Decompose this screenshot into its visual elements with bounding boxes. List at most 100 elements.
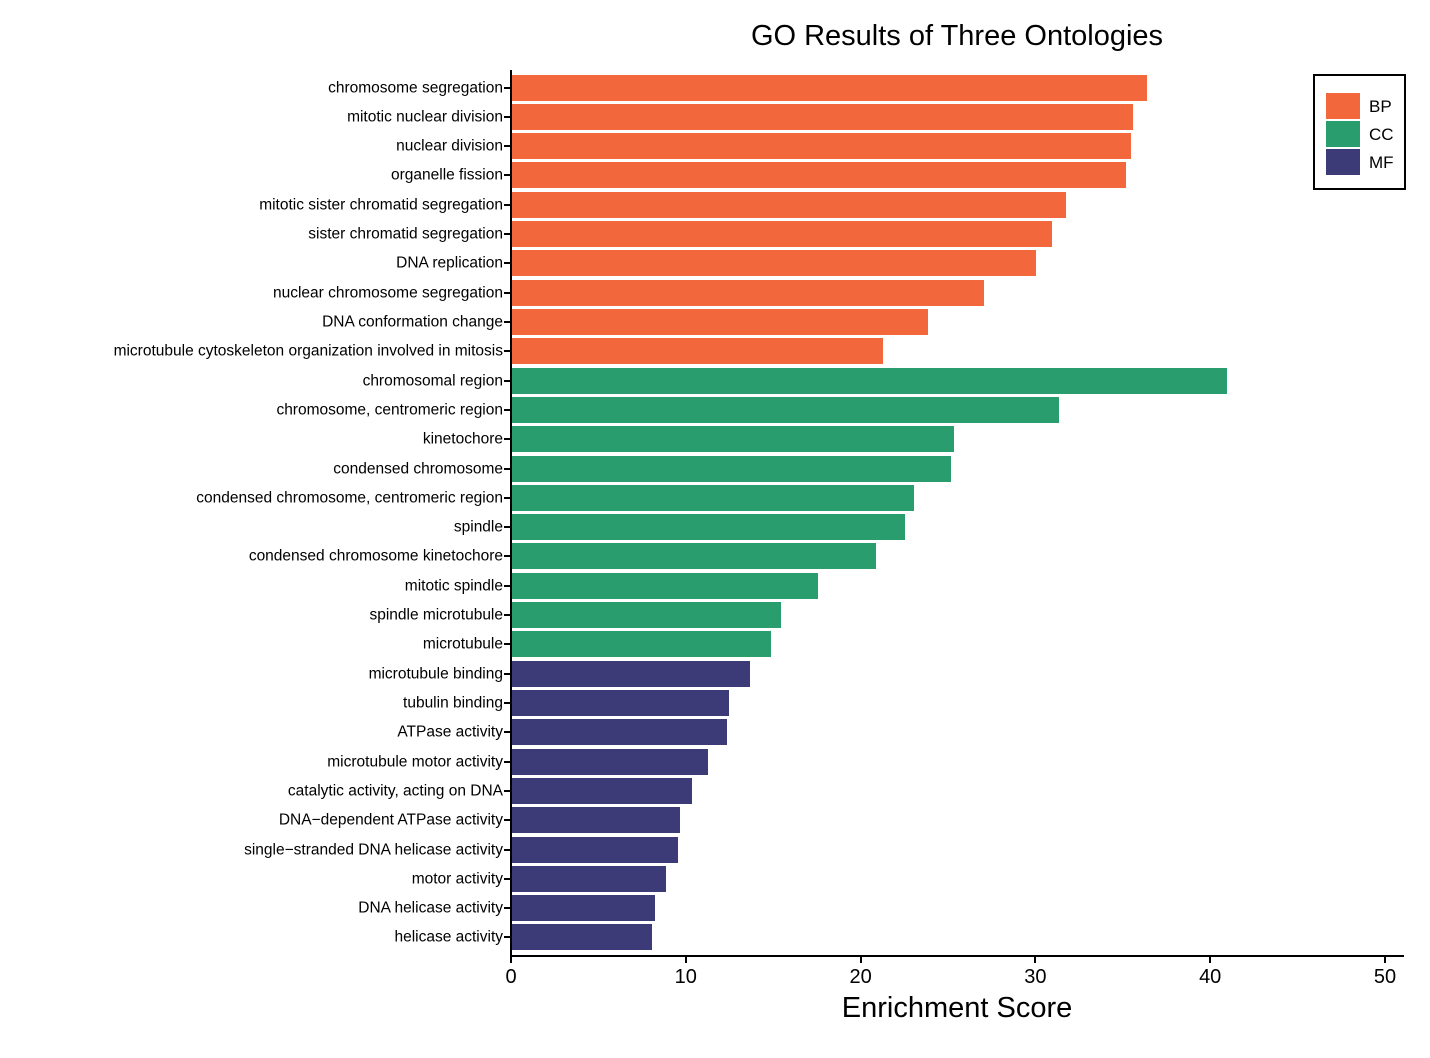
bar-cc-12 xyxy=(512,426,955,453)
plot-panel xyxy=(510,70,1404,957)
y-axis-tick xyxy=(504,145,510,148)
x-axis-tick xyxy=(1034,957,1037,963)
bar-mf-21 xyxy=(512,689,729,716)
y-axis-label: organelle fission xyxy=(390,166,503,184)
x-axis-tick xyxy=(859,957,862,963)
y-axis-label: mitotic sister chromatid segregation xyxy=(259,196,503,214)
legend-swatch-mf xyxy=(1326,149,1360,175)
y-axis-label: kinetochore xyxy=(422,430,503,448)
y-axis-tick xyxy=(504,819,510,822)
bar-cc-16 xyxy=(512,543,876,570)
y-axis-label: mitotic nuclear division xyxy=(347,108,503,126)
legend: BP CC MF xyxy=(1313,74,1406,190)
x-axis-title: Enrichment Score xyxy=(841,992,1073,1024)
y-axis-label: microtubule motor activity xyxy=(327,752,503,770)
y-axis-label: microtubule xyxy=(422,635,503,653)
y-axis-label: DNA helicase activity xyxy=(358,899,503,917)
x-axis-tick-label: 50 xyxy=(1373,966,1397,988)
y-axis-label: motor activity xyxy=(411,870,503,888)
legend-label: CC xyxy=(1369,124,1394,144)
y-axis-label: microtubule cytoskeleton organization in… xyxy=(113,342,503,360)
x-axis-tick-label: 20 xyxy=(849,966,872,988)
y-axis-tick xyxy=(504,936,510,939)
bar-cc-17 xyxy=(512,572,818,599)
bar-bp-4 xyxy=(512,191,1067,218)
bar-bp-6 xyxy=(512,250,1037,277)
bar-bp-1 xyxy=(512,103,1133,130)
y-axis-label: spindle xyxy=(453,518,503,536)
y-axis-tick xyxy=(504,701,510,704)
y-axis-tick xyxy=(504,350,510,353)
y-axis-label: chromosomal region xyxy=(362,371,503,389)
bar-bp-0 xyxy=(512,74,1147,101)
y-axis-tick xyxy=(504,86,510,89)
y-axis-tick xyxy=(504,233,510,236)
y-axis-label-layer: chromosome segregation mitotic nuclear di… xyxy=(0,70,503,955)
legend-item-cc: CC xyxy=(1326,121,1404,147)
y-axis-label: microtubule binding xyxy=(368,664,503,682)
y-axis-tick xyxy=(504,848,510,851)
y-axis-label: catalytic activity, acting on DNA xyxy=(287,782,503,800)
y-axis-tick xyxy=(504,321,510,324)
bar-mf-27 xyxy=(512,865,666,892)
y-axis-tick xyxy=(504,584,510,587)
y-axis-label: condensed chromosome xyxy=(333,459,503,477)
y-axis-tick xyxy=(504,672,510,675)
y-axis-tick xyxy=(504,643,510,646)
bar-bp-3 xyxy=(512,162,1126,189)
x-axis-tick xyxy=(684,957,687,963)
y-axis-label: chromosome segregation xyxy=(328,78,503,96)
bar-mf-26 xyxy=(512,836,679,863)
bar-cc-10 xyxy=(512,367,1227,394)
y-axis-label: ATPase activity xyxy=(397,723,503,741)
y-axis-label: mitotic spindle xyxy=(404,577,503,594)
bar-bp-8 xyxy=(512,309,929,336)
y-axis-tick xyxy=(504,174,510,177)
y-axis-label: chromosome, centromeric region xyxy=(276,401,503,419)
y-axis-tick xyxy=(504,203,510,206)
y-axis-tick xyxy=(504,408,510,411)
bar-bp-9 xyxy=(512,338,883,365)
chart-title: GO Results of Three Ontologies xyxy=(750,20,1164,52)
legend-label: MF xyxy=(1369,152,1394,172)
bar-cc-11 xyxy=(512,396,1060,423)
y-axis-tick xyxy=(504,291,510,294)
y-axis-tick xyxy=(504,115,510,118)
y-axis-label: nuclear chromosome segregation xyxy=(272,283,503,301)
legend-item-bp: BP xyxy=(1326,93,1404,119)
y-axis-label: DNA conformation change xyxy=(322,313,503,331)
y-axis-tick xyxy=(504,555,510,558)
bar-mf-28 xyxy=(512,895,656,922)
y-axis-tick xyxy=(504,731,510,734)
x-axis-tick-label: 40 xyxy=(1199,966,1222,988)
y-axis-tick xyxy=(504,379,510,382)
y-axis-tick xyxy=(504,614,510,617)
bar-mf-22 xyxy=(512,719,727,746)
y-axis-tick xyxy=(504,467,510,470)
bar-mf-23 xyxy=(512,748,708,775)
bar-bp-5 xyxy=(512,221,1053,248)
bar-cc-15 xyxy=(512,514,906,541)
y-axis-tick xyxy=(504,907,510,910)
legend-swatch-bp xyxy=(1326,93,1360,119)
bar-cc-18 xyxy=(512,602,782,629)
y-axis-tick xyxy=(504,760,510,763)
y-axis-tick xyxy=(504,526,510,529)
y-axis-label: nuclear division xyxy=(396,137,503,155)
y-axis-label: DNA−dependent ATPase activity xyxy=(278,811,503,829)
bar-mf-20 xyxy=(512,660,750,687)
y-axis-label: helicase activity xyxy=(394,928,503,946)
y-axis-label: sister chromatid segregation xyxy=(308,225,503,243)
y-axis-tick xyxy=(504,438,510,441)
x-axis-tick-label: 10 xyxy=(674,966,697,988)
bar-cc-14 xyxy=(512,484,915,511)
bar-mf-25 xyxy=(512,807,680,834)
x-axis-tick xyxy=(1384,957,1386,963)
y-axis-label: tubulin binding xyxy=(403,694,503,712)
y-axis-label: condensed chromosome, centromeric region xyxy=(196,489,503,507)
y-axis-tick xyxy=(504,262,510,265)
bar-mf-24 xyxy=(512,777,693,804)
x-axis-tick-label: 30 xyxy=(1024,966,1047,988)
bar-bp-2 xyxy=(512,133,1131,160)
